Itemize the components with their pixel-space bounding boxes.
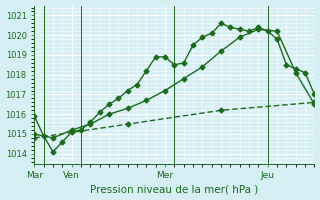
X-axis label: Pression niveau de la mer( hPa ): Pression niveau de la mer( hPa ) [90,184,259,194]
